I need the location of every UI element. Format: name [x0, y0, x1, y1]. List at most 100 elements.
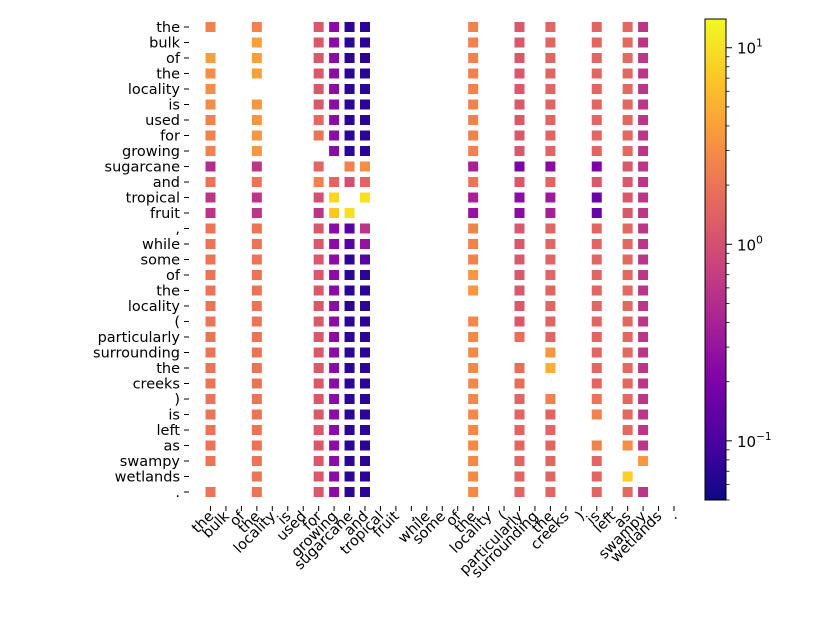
- heatmap-cell: [344, 99, 355, 110]
- heatmap-cell: [251, 363, 262, 373]
- heatmap-cell: [622, 332, 633, 342]
- heatmap-cell: [545, 53, 556, 63]
- heatmap-cell: [329, 254, 340, 265]
- heatmap-cell: [251, 146, 262, 156]
- heatmap-cell: [591, 394, 602, 404]
- heatmap-cell: [251, 68, 262, 79]
- heatmap-cell: [638, 53, 649, 63]
- colorbar-tick-label: 101: [737, 38, 763, 58]
- heatmap-cell: [622, 208, 633, 218]
- heatmap-cell: [514, 301, 525, 311]
- heatmap-cell: [545, 487, 556, 497]
- heatmap-cell: [313, 115, 324, 125]
- heatmap-cell: [638, 285, 649, 296]
- heatmap-cell: [205, 332, 216, 342]
- heatmap-cell: [468, 192, 479, 203]
- heatmap-cell: [313, 22, 324, 32]
- heatmap-cell: [622, 161, 633, 172]
- y-tick-label: bulk: [149, 36, 180, 52]
- heatmap-cell: [468, 84, 479, 94]
- heatmap-cell: [638, 146, 649, 156]
- y-tick-label: used: [145, 113, 180, 129]
- heatmap-cell: [514, 192, 525, 203]
- heatmap-cell: [591, 254, 602, 265]
- heatmap-cell: [205, 425, 216, 435]
- heatmap-cell: [329, 378, 340, 389]
- heatmap-cell: [638, 301, 649, 311]
- heatmap-cell: [468, 177, 479, 187]
- heatmap-cell: [344, 53, 355, 63]
- heatmap-cell: [638, 440, 649, 451]
- heatmap-cell: [638, 223, 649, 234]
- heatmap-cell: [468, 130, 479, 141]
- heatmap-cell: [313, 270, 324, 280]
- heatmap-cell: [545, 161, 556, 172]
- heatmap-cell: [468, 37, 479, 48]
- heatmap-cell: [205, 68, 216, 79]
- heatmap-cell: [360, 84, 370, 94]
- heatmap-cell: [251, 409, 262, 420]
- heatmap-cell: [638, 254, 649, 265]
- heatmap-cell: [313, 394, 324, 404]
- heatmap-cell: [622, 440, 633, 451]
- heatmap-cell: [591, 22, 602, 32]
- heatmap-cell: [313, 409, 324, 420]
- heatmap-cell: [329, 22, 340, 32]
- heatmap-cell: [622, 394, 633, 404]
- heatmap-cell: [329, 347, 340, 358]
- heatmap-cell: [514, 456, 525, 466]
- heatmap-cell: [313, 239, 324, 249]
- heatmap-cell: [514, 22, 525, 32]
- heatmap-cells: [205, 22, 649, 497]
- heatmap-cell: [205, 347, 216, 358]
- heatmap-cell: [545, 22, 556, 32]
- heatmap-cell: [251, 208, 262, 218]
- heatmap-cell: [251, 270, 262, 280]
- heatmap-cell: [514, 254, 525, 265]
- heatmap-cell: [344, 115, 355, 125]
- heatmap-cell: [591, 270, 602, 280]
- heatmap-cell: [545, 115, 556, 125]
- heatmap-cell: [313, 37, 324, 48]
- heatmap-cell: [205, 378, 216, 389]
- heatmap-cell: [313, 254, 324, 265]
- heatmap-cell: [468, 99, 479, 110]
- heatmap-cell: [251, 425, 262, 435]
- heatmap-cell: [638, 456, 649, 466]
- heatmap-cell: [251, 487, 262, 497]
- heatmap-cell: [360, 254, 370, 265]
- heatmap-cell: [514, 146, 525, 156]
- heatmap-cell: [514, 487, 525, 497]
- heatmap-cell: [313, 347, 324, 358]
- heatmap-cell: [638, 316, 649, 327]
- heatmap-cell: [591, 440, 602, 451]
- heatmap-cell: [329, 115, 340, 125]
- y-tick-label: locality: [128, 299, 181, 315]
- heatmap-cell: [313, 99, 324, 110]
- heatmap-cell: [205, 316, 216, 327]
- heatmap-cell: [360, 177, 370, 187]
- heatmap-cell: [205, 363, 216, 373]
- y-tick-label: .: [175, 485, 180, 501]
- heatmap-cell: [205, 440, 216, 451]
- heatmap-cell: [638, 239, 649, 249]
- heatmap-cell: [622, 99, 633, 110]
- heatmap-cell: [622, 301, 633, 311]
- heatmap-cell: [514, 239, 525, 249]
- heatmap-cell: [638, 37, 649, 48]
- heatmap-cell: [591, 332, 602, 342]
- heatmap-cell: [205, 177, 216, 187]
- y-tick-label: as: [164, 439, 180, 455]
- y-tick-label: the: [156, 361, 180, 377]
- heatmap-cell: [313, 130, 324, 141]
- heatmap-cell: [591, 285, 602, 296]
- colorbar-ticks: 10−1 100 101: [726, 38, 772, 501]
- heatmap-cell: [344, 254, 355, 265]
- heatmap-cell: [205, 301, 216, 311]
- heatmap-cell: [622, 84, 633, 94]
- heatmap-cell: [329, 208, 340, 218]
- heatmap-cell: [344, 239, 355, 249]
- y-tick-label: for: [160, 129, 180, 145]
- heatmap-cell: [329, 99, 340, 110]
- heatmap-cell: [251, 177, 262, 187]
